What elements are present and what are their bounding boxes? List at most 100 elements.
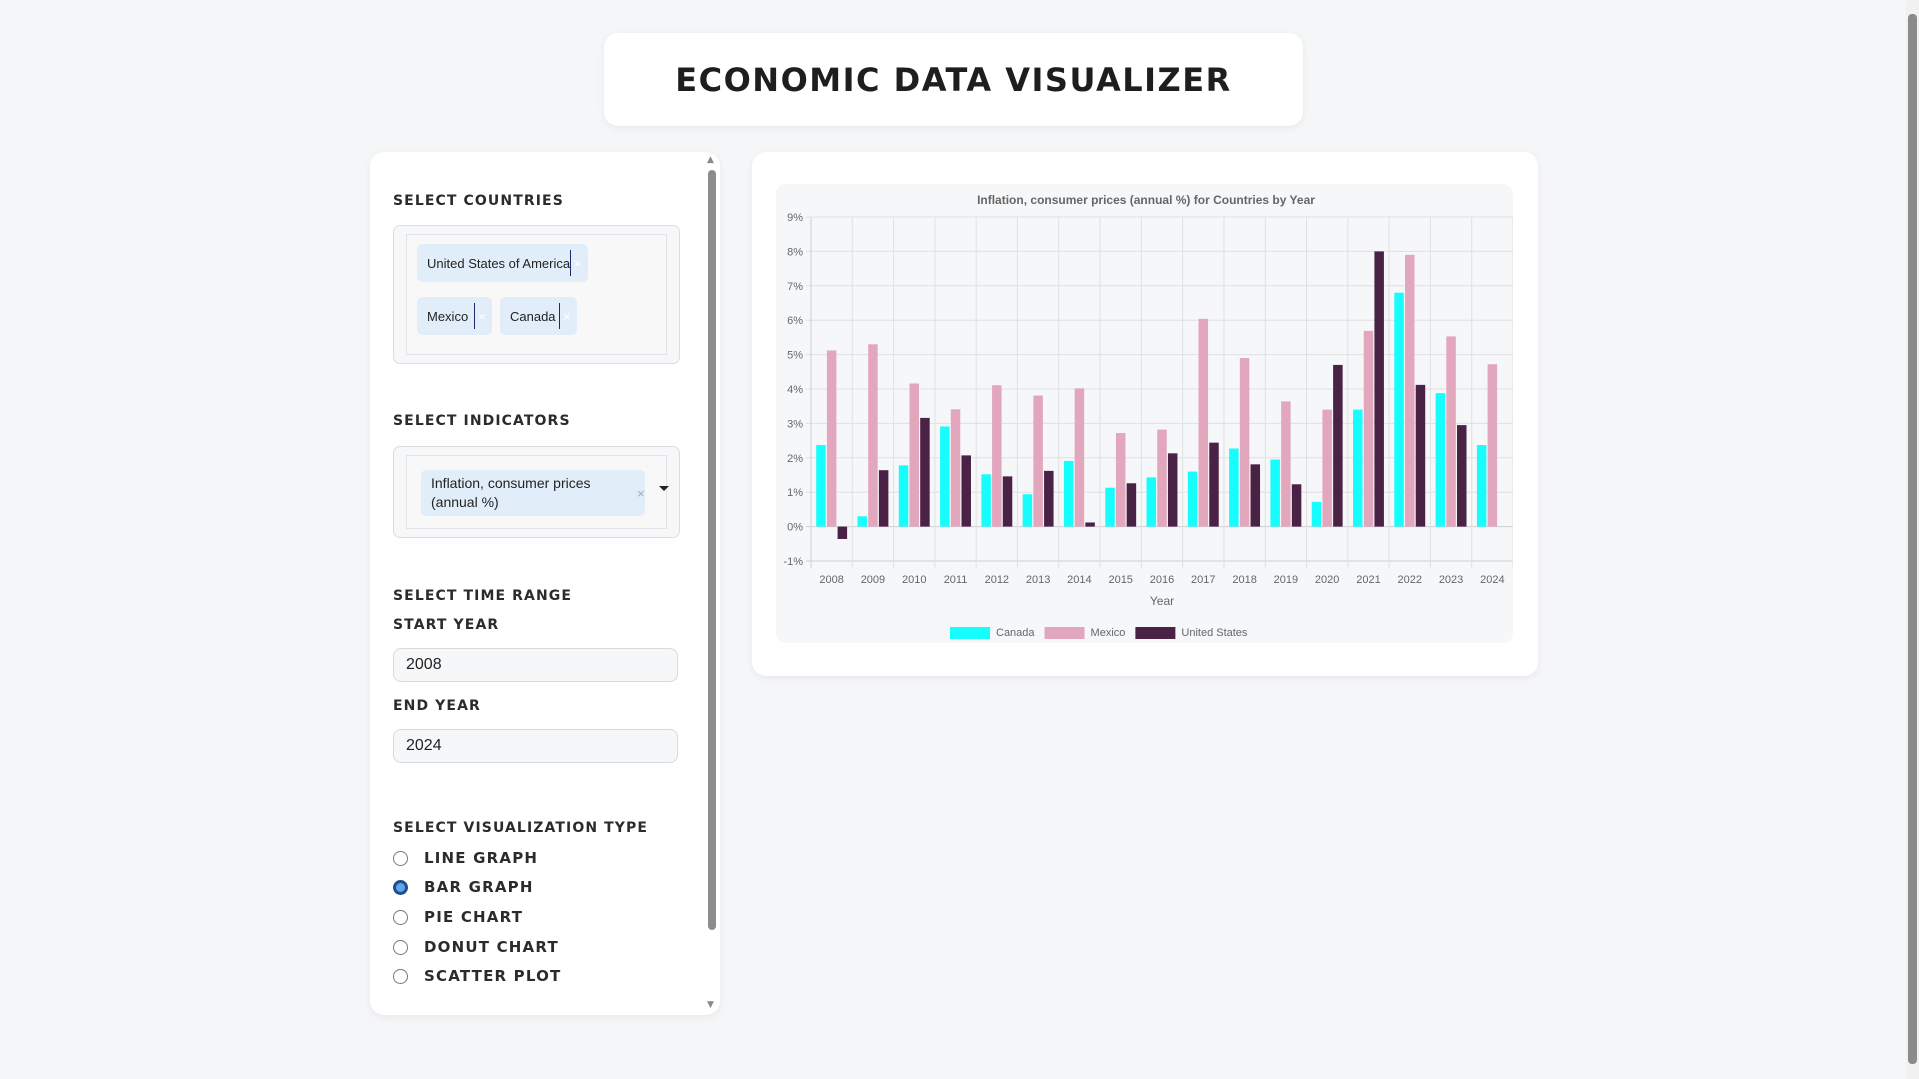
- x-tick-label: 2010: [902, 574, 926, 586]
- start-year-label: START YEAR: [393, 617, 500, 633]
- x-tick-label: 2009: [861, 574, 885, 586]
- x-tick-label: 2017: [1191, 574, 1215, 586]
- legend-label: United States: [1181, 627, 1248, 639]
- x-tick-label: 2012: [985, 574, 1009, 586]
- chip-label: Mexico: [427, 308, 469, 324]
- y-tick-label: 3%: [787, 418, 803, 430]
- country-chip-canada[interactable]: Canada ×: [500, 297, 577, 335]
- legend-swatch: [1044, 627, 1085, 639]
- bar-canada: [1476, 445, 1487, 527]
- bar-canada: [1146, 477, 1157, 527]
- bar-united-states: [961, 455, 971, 527]
- chip-label: Canada: [510, 308, 556, 324]
- remove-icon[interactable]: ×: [478, 308, 486, 324]
- bar-mexico: [1446, 336, 1456, 527]
- bar-mexico: [1363, 330, 1374, 527]
- bar-mexico: [868, 344, 878, 527]
- country-chip-usa[interactable]: United States of America ×: [417, 244, 588, 282]
- chip-separator: [570, 250, 571, 276]
- legend-label: Mexico: [1091, 627, 1126, 639]
- bar-mexico: [1487, 364, 1498, 527]
- bar-canada: [940, 426, 950, 527]
- bar-canada: [1353, 409, 1363, 527]
- chip-separator: [559, 303, 560, 329]
- chip-separator: [474, 303, 475, 329]
- bar-mexico: [1157, 429, 1167, 527]
- x-tick-label: 2019: [1274, 574, 1298, 586]
- bar-mexico: [1322, 409, 1332, 527]
- x-tick-label: 2008: [819, 574, 843, 586]
- bar-united-states: [1002, 476, 1013, 527]
- radio-scatter-plot[interactable]: SCATTER PLOT: [393, 967, 561, 985]
- indicators-select[interactable]: Inflation, consumer prices (annual %) ×: [393, 446, 680, 538]
- scroll-down-arrow-icon[interactable]: ▼: [707, 1000, 714, 1010]
- radio-circle-selected[interactable]: [393, 879, 408, 895]
- sidebar-scrollbar[interactable]: [708, 170, 716, 930]
- bar-canada: [981, 474, 991, 527]
- bar-canada: [898, 465, 909, 527]
- bar-canada: [1394, 292, 1404, 527]
- x-tick-label: 2021: [1356, 574, 1380, 586]
- time-range-label: SELECT TIME RANGE: [393, 588, 573, 604]
- bar-united-states: [1374, 251, 1384, 527]
- indicators-select-inner: Inflation, consumer prices (annual %) ×: [406, 455, 669, 529]
- end-year-input[interactable]: 2024: [393, 729, 678, 763]
- bar-mexico: [1281, 401, 1291, 527]
- country-chip-mexico[interactable]: Mexico ×: [417, 297, 492, 335]
- bar-united-states: [837, 526, 848, 539]
- radio-donut-chart[interactable]: DONUT CHART: [393, 938, 559, 956]
- bar-united-states: [1250, 464, 1261, 527]
- chip-label: Inflation, consumer prices (annual %): [431, 475, 591, 510]
- bar-mexico: [826, 350, 837, 527]
- radio-circle[interactable]: [393, 850, 408, 866]
- scroll-up-arrow-icon[interactable]: ▲: [707, 155, 714, 165]
- bar-mexico: [1033, 395, 1043, 527]
- remove-icon[interactable]: ×: [574, 255, 582, 271]
- x-tick-label: 2022: [1398, 574, 1422, 586]
- legend-swatch: [950, 627, 990, 639]
- y-tick-label: 7%: [787, 281, 803, 293]
- y-tick-label: 0%: [787, 522, 803, 534]
- countries-label: SELECT COUNTRIES: [393, 193, 564, 209]
- viz-type-label: SELECT VISUALIZATION TYPE: [393, 820, 649, 836]
- bar-canada: [816, 445, 826, 527]
- x-tick-label: 2013: [1026, 574, 1050, 586]
- bar-mexico: [909, 383, 919, 527]
- page-scrollbar[interactable]: [1906, 0, 1919, 1079]
- radio-pie-chart[interactable]: PIE CHART: [393, 908, 523, 926]
- x-tick-label: 2023: [1439, 574, 1463, 586]
- radio-circle[interactable]: [393, 968, 408, 984]
- bar-mexico: [992, 385, 1002, 527]
- bar-canada: [1022, 494, 1033, 527]
- countries-select[interactable]: United States of America × Mexico × Cana…: [393, 225, 680, 364]
- start-year-input[interactable]: 2008: [393, 648, 678, 682]
- y-tick-label: 4%: [787, 384, 803, 396]
- remove-icon[interactable]: ×: [637, 485, 645, 501]
- y-tick-label: 8%: [787, 246, 803, 258]
- indicators-label: SELECT INDICATORS: [393, 413, 571, 429]
- dropdown-caret-icon[interactable]: [659, 486, 669, 491]
- y-tick-label: 2%: [787, 453, 803, 465]
- bar-canada: [1187, 471, 1198, 527]
- bar-mexico: [950, 409, 961, 527]
- x-tick-label: 2014: [1067, 574, 1091, 586]
- bar-canada: [1435, 393, 1446, 527]
- radio-label: BAR GRAPH: [424, 878, 534, 896]
- page-title: ECONOMIC DATA VISUALIZER: [675, 60, 1232, 99]
- chart-container: Inflation, consumer prices (annual %) fo…: [776, 184, 1514, 643]
- bar-united-states: [1209, 442, 1219, 527]
- bar-united-states: [1044, 470, 1054, 527]
- bar-canada: [1270, 459, 1280, 527]
- bar-united-states: [1457, 425, 1467, 527]
- radio-circle[interactable]: [393, 939, 408, 955]
- remove-icon[interactable]: ×: [563, 308, 571, 324]
- bar-canada: [1063, 460, 1074, 527]
- radio-bar-graph[interactable]: BAR GRAPH: [393, 878, 534, 896]
- page-scrollbar-thumb[interactable]: [1908, 14, 1917, 1064]
- indicator-chip[interactable]: Inflation, consumer prices (annual %) ×: [421, 470, 645, 516]
- end-year-label: END YEAR: [393, 698, 481, 714]
- radio-line-graph[interactable]: LINE GRAPH: [393, 849, 538, 867]
- bar-canada: [1105, 487, 1115, 527]
- legend-swatch: [1135, 627, 1176, 639]
- radio-circle[interactable]: [393, 909, 408, 925]
